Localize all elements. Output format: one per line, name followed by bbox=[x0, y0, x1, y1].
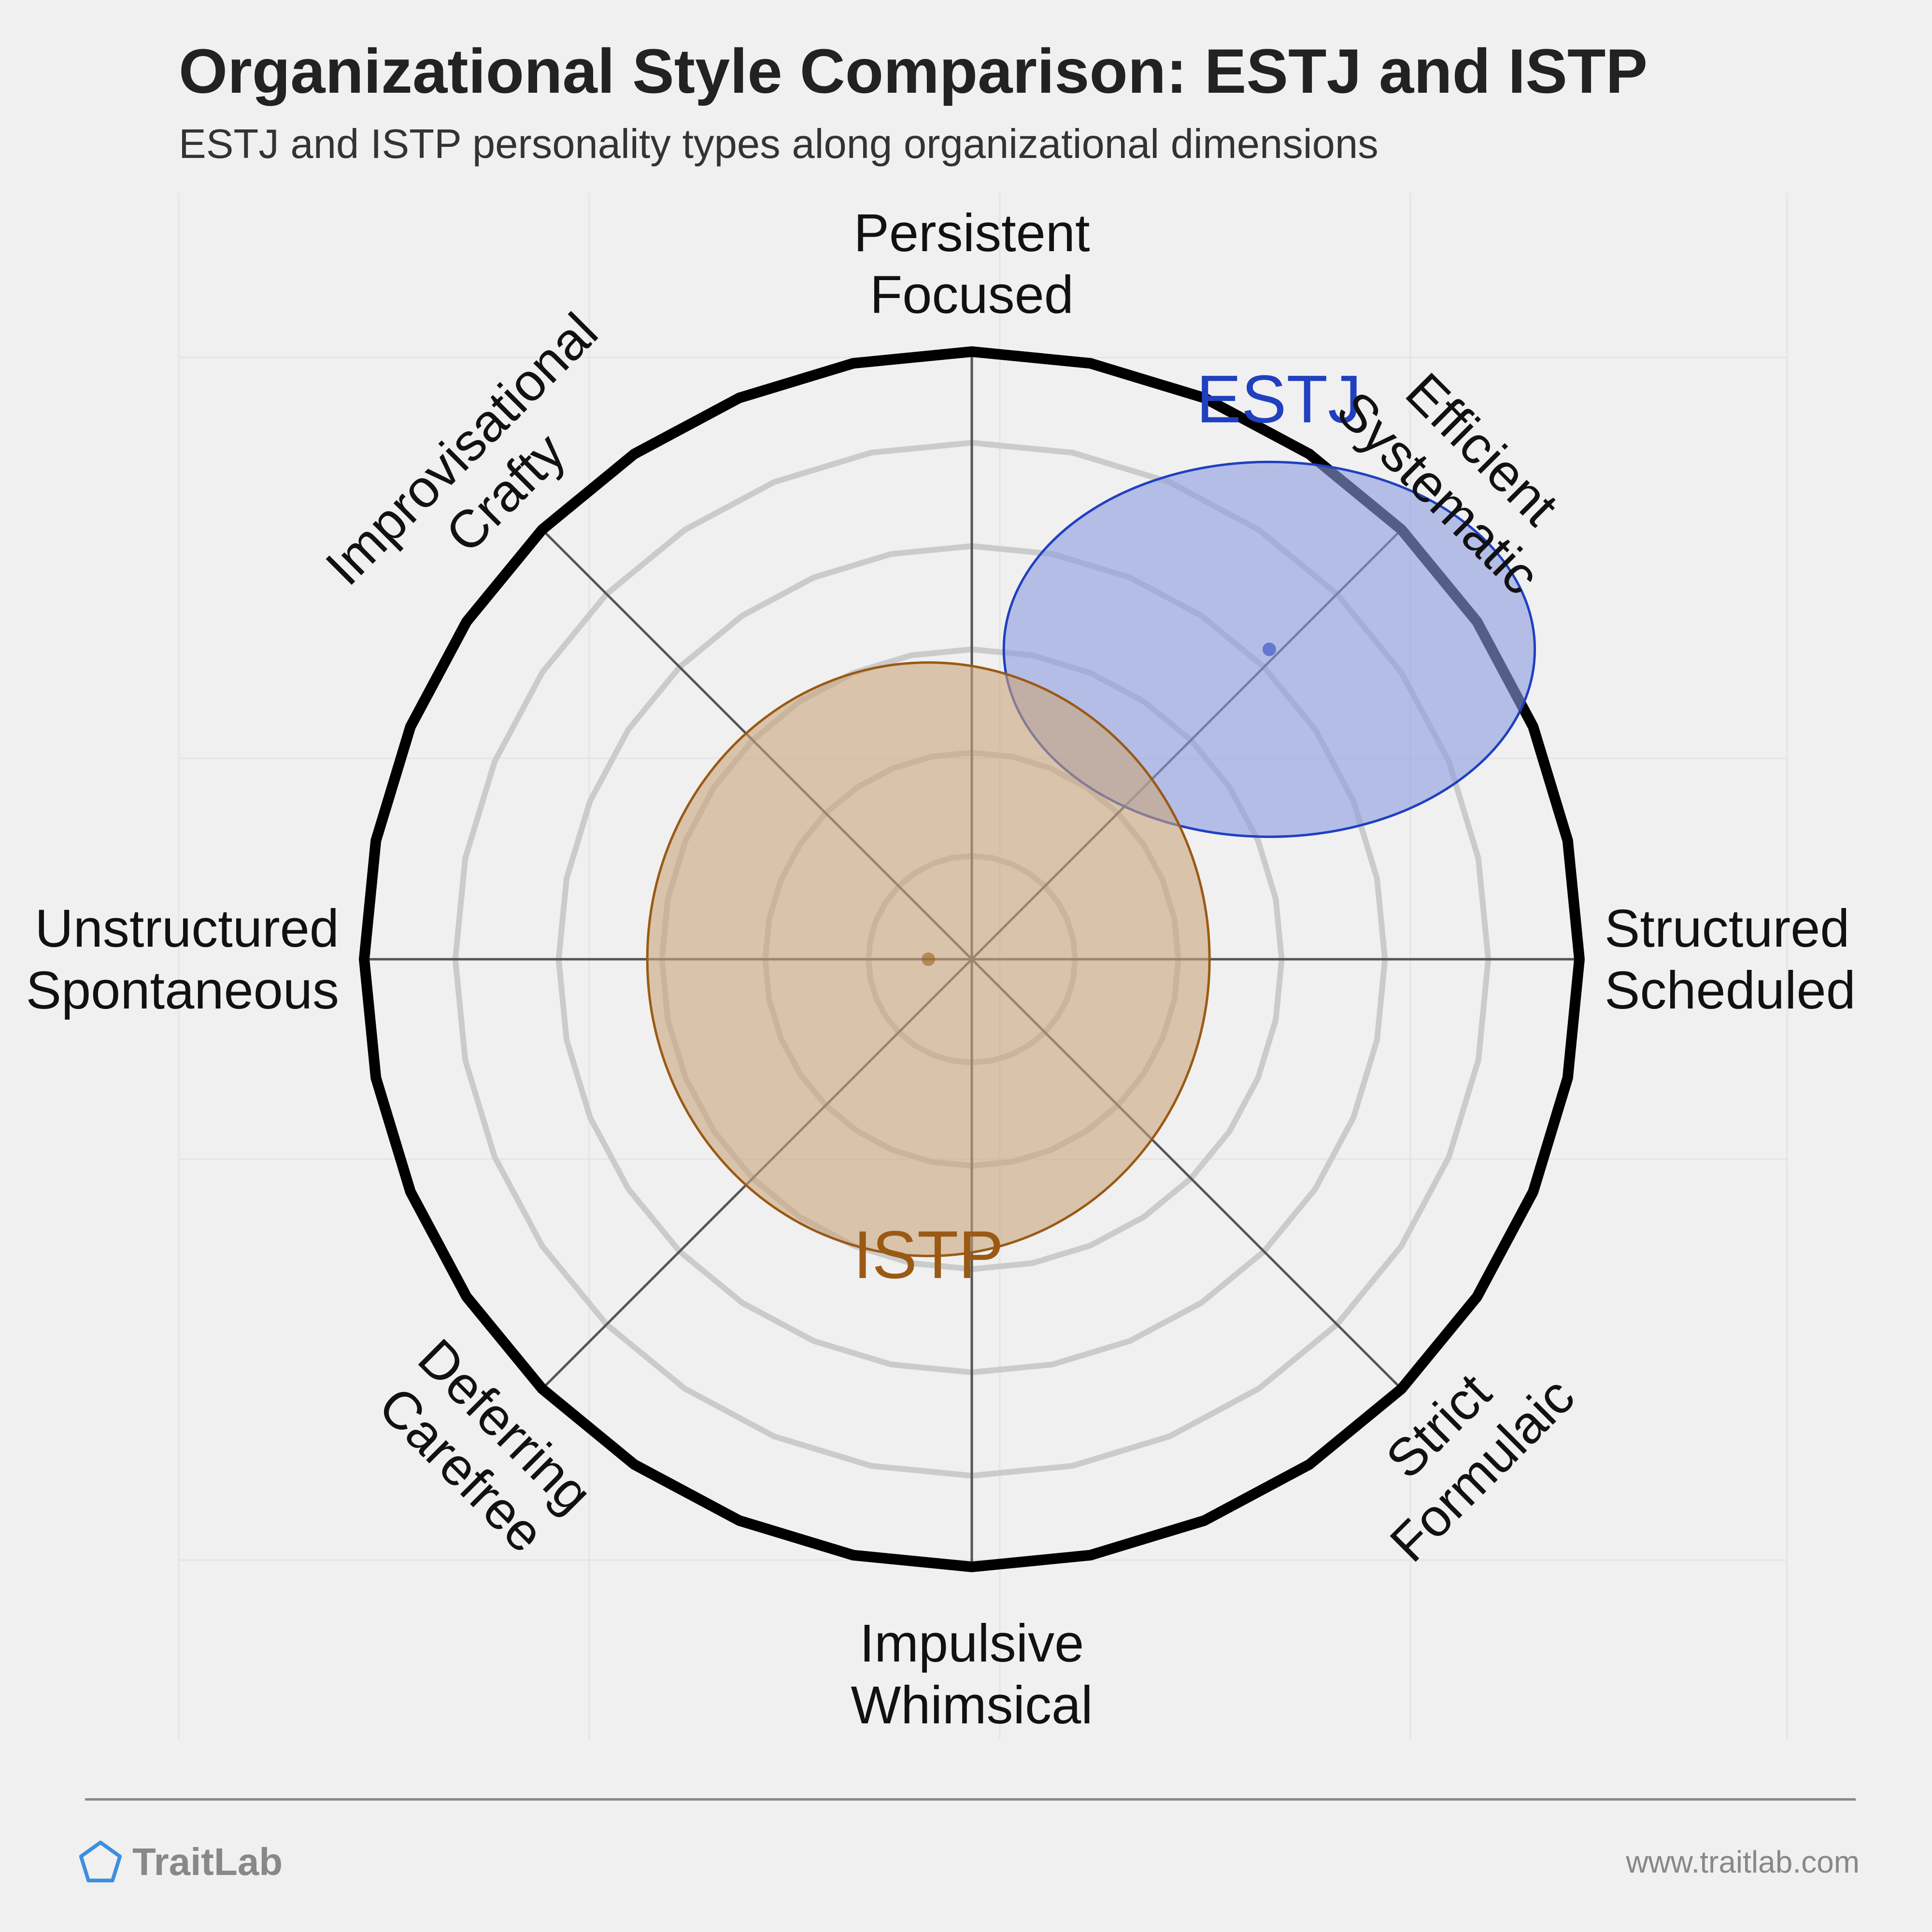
axis-label-right: Structured Scheduled bbox=[1605, 899, 1856, 1020]
outer-ring bbox=[359, 346, 1585, 1572]
axis-label-line: Persistent bbox=[853, 203, 1090, 263]
chart-title: Organizational Style Comparison: ESTJ an… bbox=[179, 36, 1648, 106]
pentagon-icon bbox=[79, 1840, 122, 1883]
series-label-estj: ESTJ bbox=[1196, 361, 1362, 437]
traitlab-logo: TraitLab bbox=[77, 1835, 283, 1889]
axis-label-line: Structured bbox=[1605, 899, 1849, 958]
axis-label-line: Unstructured bbox=[35, 899, 339, 958]
axis-label-line: Impulsive bbox=[860, 1614, 1084, 1673]
series-point-istp bbox=[922, 952, 936, 966]
site-url[interactable]: www.traitlab.com bbox=[1626, 1845, 1860, 1879]
chart-subtitle: ESTJ and ISTP personality types along or… bbox=[179, 121, 1378, 167]
brand-name: TraitLab bbox=[132, 1840, 283, 1883]
axis-label-line: Spontaneous bbox=[26, 961, 339, 1020]
axis-label-bottom: Impulsive Whimsical bbox=[851, 1614, 1093, 1735]
footer-divider bbox=[85, 1798, 1856, 1801]
axis-label-top: Persistent Focused bbox=[853, 203, 1090, 325]
axis-label-left: Unstructured Spontaneous bbox=[26, 899, 339, 1020]
series-point-estj bbox=[1262, 642, 1276, 656]
axis-label-line: Whimsical bbox=[851, 1676, 1093, 1735]
series-label-istp: ISTP bbox=[853, 1217, 1004, 1293]
axis-label-line: Scheduled bbox=[1605, 961, 1856, 1020]
axis-label-line: Focused bbox=[870, 265, 1074, 325]
